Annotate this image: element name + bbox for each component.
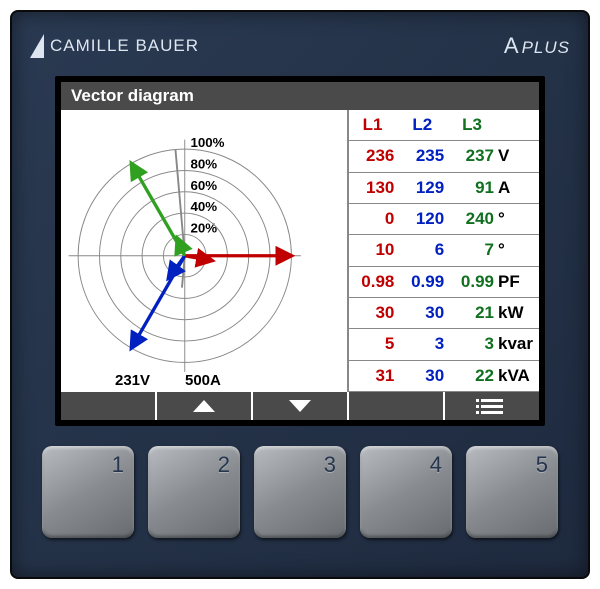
key-label: 3 — [324, 452, 336, 478]
keypad: 1 2 3 4 5 — [30, 446, 570, 538]
table-cell: 7 — [448, 235, 498, 266]
table-header-L1: L1 — [349, 110, 399, 141]
down-icon — [289, 400, 311, 412]
softkey-5-menu[interactable] — [443, 392, 539, 420]
voltage-scale-label: 231V — [115, 372, 150, 389]
softkey-3-down[interactable] — [251, 392, 347, 420]
table-row: 0.980.990.99PF — [349, 266, 539, 297]
brand-logo-icon — [30, 34, 44, 58]
table-unit: V — [498, 141, 539, 172]
table-row: 236235237V — [349, 141, 539, 172]
table-row: 13012991A — [349, 172, 539, 203]
svg-text:100%: 100% — [190, 135, 224, 150]
table-cell: 237 — [448, 141, 498, 172]
vector-diagram-svg: 20% 40% 60% 80% 100% — [61, 110, 347, 392]
screen-body: 20%40%60%80%100% 231V 500A L1L2L32362352… — [61, 110, 539, 392]
table-cell: 22 — [448, 360, 498, 391]
table-cell: 240 — [448, 203, 498, 234]
key-1[interactable]: 1 — [42, 446, 134, 538]
table-cell: 236 — [349, 141, 399, 172]
key-label: 4 — [430, 452, 442, 478]
key-2[interactable]: 2 — [148, 446, 240, 538]
table-cell: 91 — [448, 172, 498, 203]
table-cell: 21 — [448, 297, 498, 328]
table-header-L3: L3 — [448, 110, 498, 141]
table-unit: PF — [498, 266, 539, 297]
table-unit: kVA — [498, 360, 539, 391]
brand: CAMILLE BAUER — [30, 34, 199, 58]
screen-title: Vector diagram — [61, 82, 539, 110]
table-unit: kW — [498, 297, 539, 328]
table-cell: 235 — [398, 141, 448, 172]
table-unit: kvar — [498, 329, 539, 360]
key-3[interactable]: 3 — [254, 446, 346, 538]
svg-text:80%: 80% — [190, 157, 217, 172]
key-4[interactable]: 4 — [360, 446, 452, 538]
svg-text:60%: 60% — [190, 178, 217, 193]
svg-text:20%: 20% — [190, 221, 217, 236]
table-row: 313022kVA — [349, 360, 539, 391]
table-row: 0120240° — [349, 203, 539, 234]
brand-text: CAMILLE BAUER — [50, 36, 199, 56]
key-label: 1 — [112, 452, 124, 478]
current-scale-label: 500A — [185, 372, 221, 389]
table-header-L2: L2 — [398, 110, 448, 141]
softkey-1[interactable] — [61, 392, 155, 420]
table-unit: A — [498, 172, 539, 203]
table-cell: 30 — [398, 360, 448, 391]
table-cell: 3 — [448, 329, 498, 360]
device-bezel: CAMILLE BAUER APLUS Vector diagram 20%40… — [10, 10, 590, 579]
table-unit: ° — [498, 235, 539, 266]
model-suffix: PLUS — [522, 38, 570, 57]
table-cell: 30 — [349, 297, 399, 328]
table-unit: ° — [498, 203, 539, 234]
device-header: CAMILLE BAUER APLUS — [30, 26, 570, 66]
measurement-table-panel: L1L2L3236235237V13012991A0120240°1067°0.… — [349, 110, 539, 392]
menu-icon — [481, 399, 503, 414]
svg-text:40%: 40% — [190, 199, 217, 214]
model-label: APLUS — [504, 33, 570, 59]
table-cell: 5 — [349, 329, 399, 360]
softkey-4[interactable] — [347, 392, 443, 420]
table-cell: 31 — [349, 360, 399, 391]
table-cell: 3 — [398, 329, 448, 360]
table-cell: 30 — [398, 297, 448, 328]
table-row: 1067° — [349, 235, 539, 266]
key-5[interactable]: 5 — [466, 446, 558, 538]
table-cell: 0 — [349, 203, 399, 234]
table-cell: 0.98 — [349, 266, 399, 297]
table-cell: 120 — [398, 203, 448, 234]
key-label: 5 — [536, 452, 548, 478]
table-cell: 0.99 — [448, 266, 498, 297]
table-cell: 10 — [349, 235, 399, 266]
key-label: 2 — [218, 452, 230, 478]
up-icon — [193, 400, 215, 412]
softkey-2-up[interactable] — [155, 392, 251, 420]
model-prefix: A — [504, 33, 520, 58]
vector-diagram-panel: 20% 40% 60% 80% 100% 231V 500A — [61, 110, 349, 392]
table-cell: 0.99 — [398, 266, 448, 297]
lcd-screen: Vector diagram 20%40%60%80%100% 231V 500… — [61, 82, 539, 420]
measurement-table: L1L2L3236235237V13012991A0120240°1067°0.… — [349, 110, 539, 392]
lcd-frame: Vector diagram 20%40%60%80%100% 231V 500… — [55, 76, 545, 426]
table-row: 533kvar — [349, 329, 539, 360]
table-cell: 129 — [398, 172, 448, 203]
table-cell: 6 — [398, 235, 448, 266]
table-cell: 130 — [349, 172, 399, 203]
softkey-bar — [61, 392, 539, 420]
table-row: 303021kW — [349, 297, 539, 328]
